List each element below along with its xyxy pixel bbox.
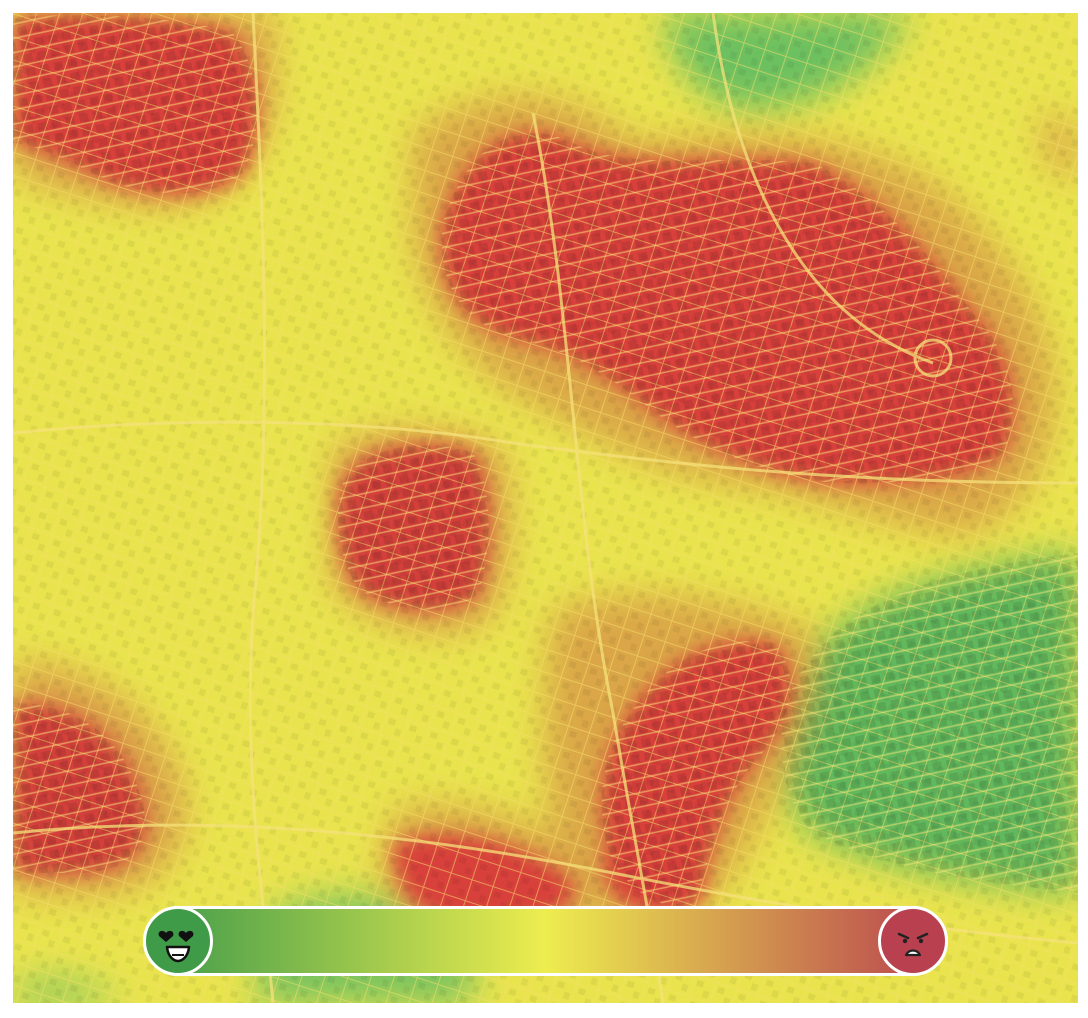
- legend-bar: [143, 906, 948, 976]
- city-map[interactable]: [13, 13, 1078, 1003]
- noise-level-legend: [143, 906, 948, 976]
- angry-face-icon: [878, 906, 948, 976]
- building-blocks: [13, 15, 1078, 906]
- noise-heatmap[interactable]: [13, 13, 1078, 1003]
- heart-eyes-face-icon: [143, 906, 213, 976]
- legend-gradient: [146, 909, 945, 973]
